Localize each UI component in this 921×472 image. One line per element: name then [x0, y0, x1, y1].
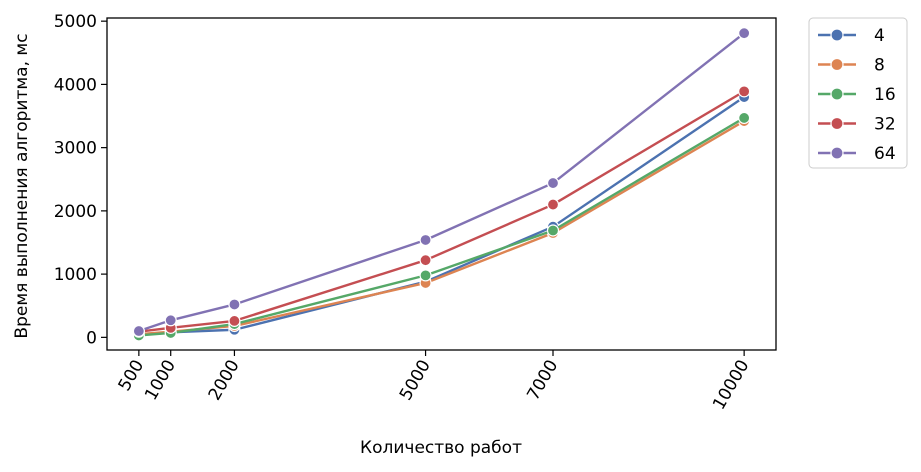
y-axis-title: Время выполнения алгоритма, мс — [12, 33, 32, 338]
y-tick-label: 3000 — [54, 139, 97, 159]
x-tick-label: 2000 — [205, 357, 244, 404]
legend-marker-32 — [830, 116, 844, 131]
series-line-4 — [137, 95, 746, 337]
data-point-32 — [228, 314, 241, 328]
y-tick-label: 4000 — [54, 75, 97, 95]
legend: 4 8 16 32 64 — [808, 17, 908, 169]
legend-label-32: 32 — [874, 115, 896, 135]
data-point-32 — [738, 85, 751, 98]
data-point-16 — [546, 224, 560, 237]
plot-series-group — [132, 27, 751, 342]
data-point-32 — [546, 198, 560, 211]
legend-marker-64 — [830, 146, 844, 160]
legend-label-64: 64 — [874, 144, 896, 164]
data-point-64 — [419, 233, 432, 247]
series-line-64 — [137, 31, 746, 333]
y-tick-label: 5000 — [54, 12, 97, 32]
data-point-64 — [132, 324, 145, 338]
data-point-16 — [738, 111, 751, 125]
legend-frame — [808, 17, 908, 169]
plot-frame — [106, 17, 777, 351]
legend-label-8: 8 — [874, 56, 885, 76]
y-tick-label: 1000 — [54, 265, 97, 285]
data-point-32 — [419, 254, 432, 267]
data-point-64 — [546, 176, 560, 190]
x-tick-label: 1000 — [141, 357, 180, 404]
legend-label-4: 4 — [874, 26, 885, 46]
y-tick-label: 2000 — [54, 202, 97, 222]
legend-marker-16 — [830, 87, 844, 101]
y-axis: 0 1000 2000 3000 4000 5000 — [54, 12, 107, 348]
data-point-64 — [738, 27, 751, 40]
legend-marker-4 — [830, 28, 844, 42]
legend-marker-8 — [830, 57, 844, 72]
data-point-16 — [419, 269, 432, 282]
y-tick-label: 0 — [86, 328, 97, 348]
legend-label-16: 16 — [874, 85, 896, 105]
x-axis-title: Количество работ — [360, 438, 522, 458]
x-tick-label: 10000 — [709, 357, 753, 414]
x-tick-label: 5000 — [396, 357, 435, 404]
series-line-32 — [137, 90, 746, 333]
x-tick-label: 7000 — [523, 357, 562, 404]
data-point-64 — [228, 298, 241, 311]
data-point-64 — [164, 314, 177, 327]
